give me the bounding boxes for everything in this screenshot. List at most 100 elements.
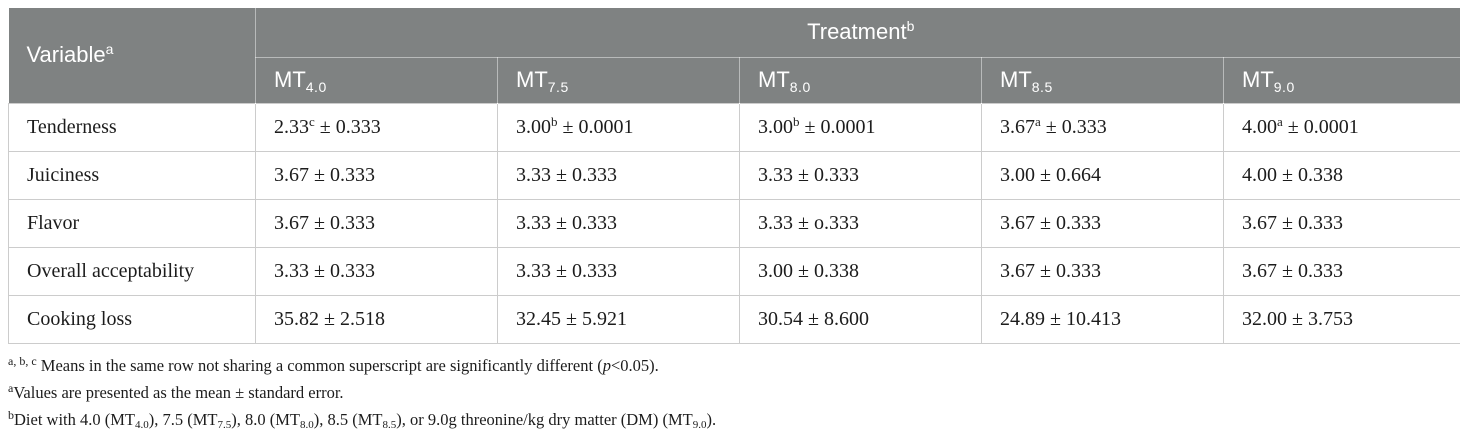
column-header-mt90: MT9.0 [1222,57,1460,103]
value-cell: 3.00 ± 0.338 [739,246,982,296]
standard-error: ± 0.333 [551,163,617,186]
mean-value: 3.33 [516,259,551,282]
p-value-symbol: p [602,355,611,375]
value-cell: 3.33 ± 0.333 [497,246,740,296]
column-header-mt75: MT7.5 [497,57,740,103]
mean-value: 3.67 [1242,211,1277,234]
standard-error: ± 0.338 [1277,163,1343,186]
standard-error: ± 0.0001 [1282,115,1359,138]
mean-value: 3.33 [758,211,793,234]
mt-subscript: 8.0 [300,418,314,431]
footnote-text: ), 8.0 (MT [231,409,300,429]
footnote-text: ), or 9.0g threonine/kg dry matter (DM) … [396,409,693,429]
table-row-flavor: Flavor 3.67 ± 0.333 3.33 ± 0.333 3.33 ± … [8,198,1460,248]
value-cell: 3.67 ± 0.333 [1222,246,1460,296]
standard-error: ± 0.333 [309,163,375,186]
mean-value: 24.89 [1000,307,1045,330]
footnote-significance: a, b, c Means in the same row not sharin… [8,353,1452,380]
mt-base: MT [758,67,790,92]
footnote-text: <0.05). [610,355,659,375]
standard-error: ± 0.333 [1040,115,1107,138]
value-cell: 3.67 ± 0.333 [981,198,1224,248]
treatment-label: Treatment [807,19,907,45]
mean-value: 30.54 [758,307,803,330]
significance-superscript: a [1277,113,1283,129]
mean-value: 3.33 [516,211,551,234]
footnote-superscript: b [8,407,14,422]
row-label: Cooking loss [8,294,256,344]
variable-superscript: a [105,41,114,58]
significance-superscript: b [793,113,800,129]
table-row-tenderness: Tenderness 2.33c ± 0.333 3.00b ± 0.0001 … [8,102,1460,152]
value-cell: 3.33 ± 0.333 [497,150,740,200]
value-cell: 32.00 ± 3.753 [1222,294,1460,344]
mt-subscript: 9.0 [692,418,707,431]
table-body: Tenderness 2.33c ± 0.333 3.00b ± 0.0001 … [8,102,1460,344]
mt-base: MT [1000,67,1032,92]
standard-error: ± 0.333 [793,163,859,186]
mt-subscript: 8.5 [1031,79,1053,95]
significance-superscript: b [551,113,558,129]
mt-subscript: 8.5 [382,418,397,431]
variable-label: Variable [26,42,106,68]
mean-value: 3.67 [1000,211,1035,234]
mean-value: 3.33 [758,163,793,186]
mean-value: 2.33 [274,115,309,138]
standard-error: ± 2.518 [319,307,385,330]
footnote-text: ). [706,409,717,429]
table-header: Variablea Treatmentb MT4.0 MT7.5 MT8.0 M… [8,8,1460,103]
row-label: Overall acceptability [8,246,256,296]
mt-subscript: 7.5 [547,79,569,95]
mt-subscript: 4.0 [135,418,149,431]
column-header-mt80: MT8.0 [739,57,982,103]
mean-value: 3.67 [274,163,309,186]
mean-value: 3.67 [1242,259,1277,282]
column-header-mt40: MT4.0 [255,57,498,103]
standard-error: ± 8.600 [803,307,869,330]
standard-error: ± 0.333 [309,211,375,234]
standard-error: ± 10.413 [1045,307,1121,330]
value-cell: 3.33 ± 0.333 [497,198,740,248]
footnote-text: ), 7.5 (MT [148,409,218,429]
footnote-text: ), 8.5 (MT [313,409,383,429]
value-cell: 3.67 ± 0.333 [255,150,498,200]
mean-value: 32.45 [516,307,561,330]
value-cell: 30.54 ± 8.600 [739,294,982,344]
mean-value: 3.00 [758,259,793,282]
table-row-juiciness: Juiciness 3.67 ± 0.333 3.33 ± 0.333 3.33… [8,150,1460,200]
mt-base: MT [516,67,548,92]
footnote-diet: bDiet with 4.0 (MT4.0), 7.5 (MT7.5), 8.0… [8,407,1452,435]
standard-error: ± 0.333 [1035,211,1101,234]
footnote-values: aValues are presented as the mean ± stan… [8,380,1452,407]
standard-error: ± 0.0001 [557,115,634,138]
mean-value: 3.33 [274,259,309,282]
table-row-overall-acceptability: Overall acceptability 3.33 ± 0.333 3.33 … [8,246,1460,296]
footnote-text: Values are presented as the mean ± stand… [13,382,344,402]
value-cell: 3.67 ± 0.333 [981,246,1224,296]
standard-error: ± 0.333 [1035,259,1101,282]
mean-value: 4.00 [1242,163,1277,186]
mean-value: 35.82 [274,307,319,330]
standard-error: ± 0.338 [793,259,859,282]
table-row-cooking-loss: Cooking loss 35.82 ± 2.518 32.45 ± 5.921… [8,294,1460,344]
mean-value: 3.67 [1000,115,1035,138]
mean-value: 3.00 [1000,163,1035,186]
standard-error: ± 0.0001 [799,115,876,138]
column-header-mt85: MT8.5 [981,57,1224,103]
value-cell: 2.33c ± 0.333 [255,102,498,152]
row-label: Flavor [8,198,256,248]
treatment-superscript: b [906,18,915,35]
mean-value: 3.00 [516,115,551,138]
column-header-variable: Variablea [8,8,256,103]
column-header-treatment: Treatmentb [255,8,1460,58]
standard-error: ± 0.333 [551,259,617,282]
value-cell: 3.00 ± 0.664 [981,150,1224,200]
footnote-superscript: a, b, c [8,353,37,368]
mt-base: MT [274,67,306,92]
significance-superscript: c [309,113,315,129]
footnote-superscript: a [8,380,14,395]
standard-error: ± 0.333 [1277,211,1343,234]
row-label: Juiciness [8,150,256,200]
value-cell: 24.89 ± 10.413 [981,294,1224,344]
